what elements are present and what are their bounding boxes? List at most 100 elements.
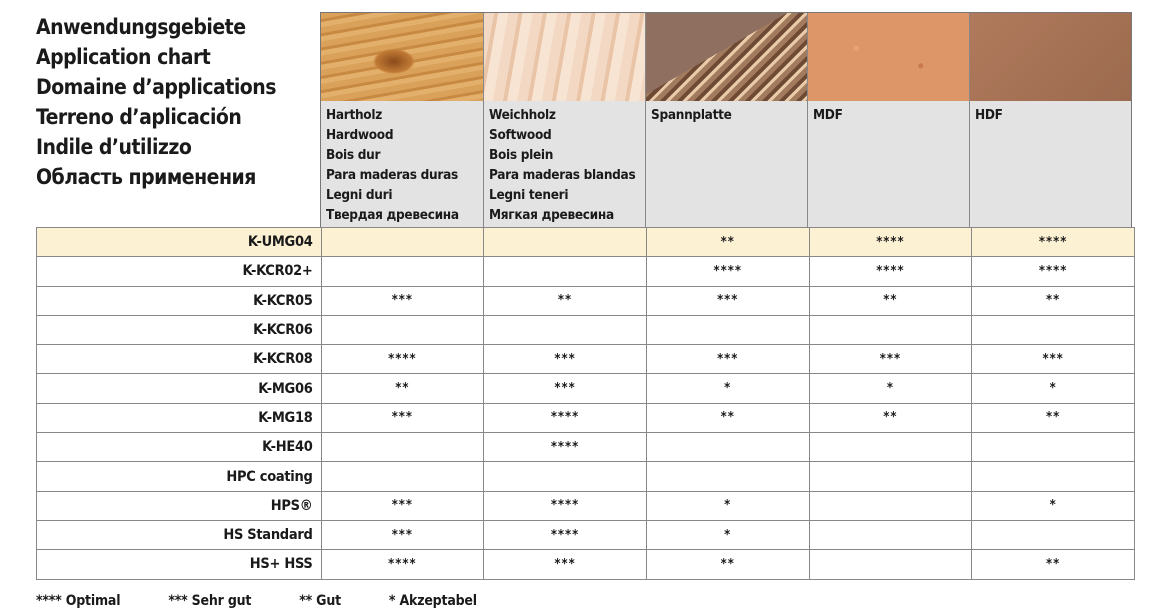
- rating-cell: [645, 314, 810, 346]
- rating-cell: [808, 519, 973, 551]
- rating-cell: [483, 256, 647, 287]
- rating-cell: ****: [483, 432, 647, 463]
- title-ru: Область применения: [36, 165, 256, 189]
- application-table: K-UMG04 ** **** **** K-KCR02+ **** **** **** K-K…: [36, 226, 1135, 580]
- rating-cell: **: [645, 402, 810, 434]
- rating-cell: ****: [320, 549, 485, 580]
- product-name: K-MG06: [36, 373, 322, 404]
- rating-cell: ***: [320, 519, 485, 551]
- material-name-line: Weichholz: [489, 107, 556, 123]
- rating-cell: ***: [320, 490, 485, 521]
- rating-cell: *: [808, 373, 973, 404]
- rating-cell: [971, 432, 1135, 463]
- material-name-line: Para maderas duras: [326, 167, 458, 183]
- rating-cell: [483, 461, 647, 492]
- rating-cell: **: [971, 402, 1135, 434]
- rating-cell: [808, 549, 973, 580]
- rating-cell: ****: [483, 519, 647, 551]
- rating-cell: [971, 519, 1135, 551]
- legend-sehr-gut: *** Sehr gut: [168, 593, 252, 609]
- rating-cell: **: [808, 285, 973, 316]
- rating-cell: ***: [320, 285, 485, 316]
- product-name: HPS®: [36, 490, 322, 521]
- title-es: Terreno d’aplicación: [36, 105, 242, 129]
- rating-cell: **: [808, 402, 973, 434]
- product-name: K-KCR08: [36, 344, 322, 375]
- hdf-texture-image: [970, 13, 1131, 101]
- rating-cell: [483, 314, 647, 346]
- rating-cell: [483, 226, 647, 258]
- title-de: Anwendungsgebiete: [36, 15, 246, 39]
- table-row: K-KCR02+ **** **** ****: [36, 256, 1135, 287]
- rating-cell: ****: [645, 256, 810, 287]
- rating-cell: ****: [808, 226, 973, 258]
- title-fr: Domaine d’applications: [36, 75, 277, 99]
- product-name: K-KCR06: [36, 314, 322, 346]
- rating-cell: ***: [320, 402, 485, 434]
- rating-cell: ***: [808, 344, 973, 375]
- rating-cell: [320, 256, 485, 287]
- rating-cell: ***: [483, 344, 647, 375]
- table-row: HPS® *** **** * *: [36, 490, 1135, 521]
- material-label: Spannplatte: [646, 101, 807, 227]
- material-column-0: Hartholz Hardwood Bois dur Para maderas dur…: [321, 13, 483, 227]
- legend: **** Optimal *** Sehr gut ** Gut * Akzep…: [36, 593, 525, 609]
- rating-cell: **: [645, 549, 810, 580]
- material-column-2: Spannplatte: [645, 13, 807, 227]
- table-row: K-KCR06: [36, 314, 1135, 346]
- rating-cell: [808, 314, 973, 346]
- chart-titles: Anwendungsgebiete Application chart Doma…: [36, 12, 277, 192]
- rating-cell: [320, 314, 485, 346]
- material-name-line: Legni teneri: [489, 187, 569, 203]
- rating-cell: **: [971, 285, 1135, 316]
- rating-cell: ****: [320, 344, 485, 375]
- material-label: Weichholz Softwood Bois plein Para maderas …: [484, 101, 645, 227]
- material-name-line: Legni duri: [326, 187, 393, 203]
- material-label: Hartholz Hardwood Bois dur Para maderas dur…: [321, 101, 483, 227]
- material-name-line: Para maderas blandas: [489, 167, 636, 183]
- material-name-line: Твердая древесина: [326, 207, 459, 223]
- rating-cell: **: [971, 549, 1135, 580]
- hardwood-texture-image: [321, 13, 483, 101]
- product-name: K-KCR02+: [36, 256, 322, 287]
- table-row: HPC coating: [36, 461, 1135, 492]
- product-name: K-HE40: [36, 432, 322, 463]
- rating-cell: [320, 461, 485, 492]
- product-name: HPC coating: [36, 461, 322, 492]
- rating-cell: [971, 461, 1135, 492]
- material-label: HDF: [970, 101, 1131, 227]
- rating-cell: ****: [808, 256, 973, 287]
- table-row: HS Standard *** **** *: [36, 519, 1135, 551]
- rating-cell: **: [645, 226, 810, 258]
- material-column-1: Weichholz Softwood Bois plein Para maderas …: [483, 13, 645, 227]
- material-name-line: Bois plein: [489, 147, 554, 163]
- material-label: MDF: [808, 101, 969, 227]
- legend-akzeptabel: * Akzeptabel: [388, 593, 477, 609]
- chipboard-texture-image: [646, 13, 807, 101]
- material-name-line: Hartholz: [326, 107, 382, 123]
- legend-gut: ** Gut: [299, 593, 341, 609]
- material-name-line: Bois dur: [326, 147, 381, 163]
- rating-cell: ****: [483, 402, 647, 434]
- material-name-line: Softwood: [489, 127, 552, 143]
- rating-cell: *: [645, 373, 810, 404]
- table-row: K-UMG04 ** **** ****: [36, 226, 1135, 258]
- product-name: K-MG18: [36, 402, 322, 434]
- title-en: Application chart: [36, 45, 211, 69]
- table-row: K-MG18 *** **** ** ** **: [36, 402, 1135, 434]
- rating-cell: ***: [483, 549, 647, 580]
- rating-cell: [320, 226, 485, 258]
- table-row: K-KCR05 *** ** *** ** **: [36, 285, 1135, 316]
- rating-cell: ****: [971, 256, 1135, 287]
- rating-cell: [808, 490, 973, 521]
- rating-cell: [645, 461, 810, 492]
- rating-cell: [320, 432, 485, 463]
- material-name-line: Spannplatte: [651, 107, 732, 123]
- rating-cell: ****: [971, 226, 1135, 258]
- rating-cell: *: [645, 490, 810, 521]
- product-name: HS Standard: [36, 519, 322, 551]
- rating-cell: [808, 461, 973, 492]
- rating-cell: [645, 432, 810, 463]
- material-column-3: MDF: [807, 13, 969, 227]
- softwood-texture-image: [484, 13, 645, 101]
